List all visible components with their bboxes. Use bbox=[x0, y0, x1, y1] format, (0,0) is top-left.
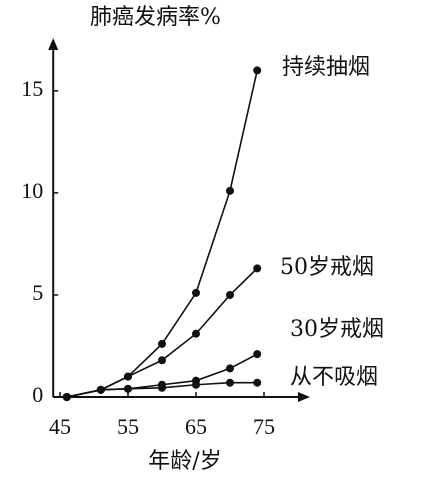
data-point bbox=[253, 66, 262, 75]
data-point bbox=[253, 350, 262, 359]
x-tick-label: 75 bbox=[253, 414, 275, 439]
data-point bbox=[124, 372, 132, 381]
data-point bbox=[253, 264, 262, 273]
series-label: 50岁戒烟 bbox=[280, 255, 374, 280]
series-label: 从不吸烟 bbox=[290, 365, 378, 390]
data-point bbox=[226, 364, 234, 373]
data-point bbox=[124, 384, 132, 393]
y-axis-title: 肺癌发病率% bbox=[90, 5, 221, 30]
data-point bbox=[226, 290, 234, 299]
x-axis-arrow bbox=[298, 392, 310, 402]
series-line bbox=[66, 70, 258, 398]
y-tick-label: 15 bbox=[21, 76, 43, 101]
data-point bbox=[253, 378, 262, 387]
data-point bbox=[96, 385, 105, 394]
data-point bbox=[192, 380, 200, 389]
y-tick-label: 10 bbox=[21, 178, 43, 203]
data-point bbox=[158, 356, 166, 365]
y-tick-label: 0 bbox=[32, 382, 43, 407]
y-axis-arrow bbox=[48, 38, 59, 50]
data-point bbox=[62, 393, 71, 401]
data-point bbox=[226, 378, 234, 387]
data-point bbox=[226, 186, 234, 195]
series-label: 持续抽烟 bbox=[282, 55, 370, 80]
data-point bbox=[192, 288, 200, 297]
series-label: 30岁戒烟 bbox=[290, 317, 384, 342]
x-tick-label: 55 bbox=[117, 414, 139, 439]
x-axis-title: 年龄/岁 bbox=[148, 449, 221, 474]
data-point bbox=[192, 329, 200, 338]
series-line bbox=[66, 267, 258, 398]
data-point bbox=[158, 339, 166, 348]
data-point bbox=[158, 383, 166, 392]
x-tick-label: 45 bbox=[49, 414, 71, 439]
y-tick-label: 5 bbox=[32, 280, 43, 305]
x-tick-label: 65 bbox=[185, 414, 207, 439]
